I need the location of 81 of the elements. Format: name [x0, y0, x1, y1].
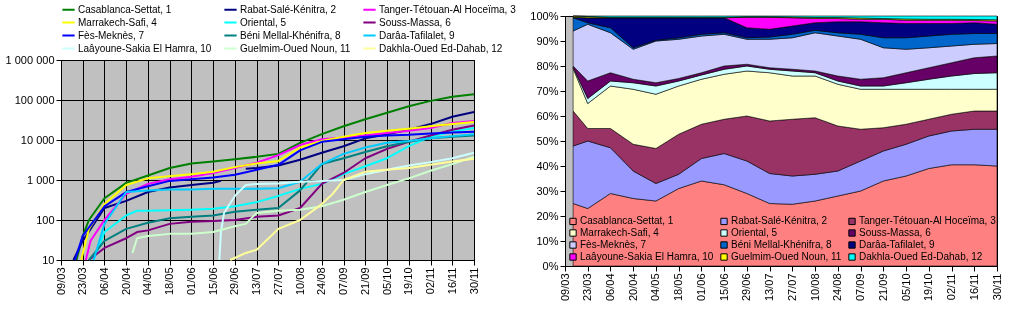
- legend-label: Laâyoune-Sakia El Hamra, 10: [78, 42, 212, 54]
- y-tick-label: 100%: [530, 9, 559, 22]
- y-tick-label: 10: [42, 253, 55, 266]
- y-tick-label: 40%: [536, 159, 559, 172]
- x-tick-label: 19/10: [402, 267, 415, 296]
- x-tick-label: 10/08: [293, 267, 306, 296]
- x-tick-label: 27/07: [785, 273, 798, 302]
- legend-label: Darâa-Tafilalet, 9: [859, 239, 936, 250]
- y-tick-label: 100 000: [14, 93, 55, 106]
- y-tick-label: 50%: [536, 134, 559, 147]
- x-tick-label: 01/06: [184, 267, 197, 296]
- x-tick-label: 10/08: [808, 273, 821, 302]
- legend-label: Casablanca-Settat, 1: [78, 3, 172, 15]
- x-tick-label: 20/04: [119, 267, 132, 296]
- x-tick-label: 02/11: [424, 267, 437, 295]
- legend-label: Souss-Massa, 6: [379, 16, 452, 28]
- legend-label: Casablanca-Settat, 1: [580, 215, 674, 227]
- legend-label: Fès-Meknès, 7: [78, 29, 145, 41]
- legend-label: Guelmim-Oued Noun, 11: [731, 251, 842, 262]
- y-tick-label: 1 000 000: [5, 53, 55, 66]
- x-tick-label: 06/04: [603, 273, 616, 302]
- x-tick-label: 02/11: [945, 273, 958, 301]
- x-tick-label: 06/04: [97, 267, 110, 296]
- x-tick-label: 05/10: [899, 273, 912, 302]
- legend-label: Darâa-Tafilalet, 9: [379, 29, 456, 41]
- y-tick-label: 80%: [536, 59, 559, 72]
- x-tick-label: 04/05: [649, 273, 662, 302]
- legend-label: Marrakech-Safi, 4: [580, 227, 660, 238]
- y-tick-label: 30%: [536, 184, 559, 197]
- y-tick-label: 100: [36, 213, 55, 226]
- legend-label: Tanger-Tétouan-Al Hoceïma, 3: [859, 215, 997, 227]
- x-tick-label: 05/10: [380, 267, 393, 296]
- legend-label: Laâyoune-Sakia El Hamra, 10: [580, 251, 714, 262]
- x-tick-label: 09/03: [558, 273, 571, 302]
- x-tick-label: 29/06: [740, 273, 753, 302]
- y-tick-label: 70%: [536, 84, 559, 97]
- legend-label: Dakhla-Oued Ed-Dahab, 12: [379, 42, 503, 54]
- x-tick-label: 07/09: [854, 273, 867, 302]
- legend-label: Marrakech-Safi, 4: [78, 16, 158, 28]
- x-tick-label: 18/05: [672, 273, 685, 302]
- x-tick-label: 18/05: [163, 267, 176, 296]
- legend-label: Béni Mellal-Khénifra, 8: [240, 29, 342, 41]
- legend-label: Guelmim-Oued Noun, 11: [240, 42, 351, 54]
- y-tick-label: 0%: [542, 259, 559, 272]
- y-tick-label: 10%: [536, 234, 559, 247]
- legend-label: Rabat-Salé-Kénitra, 2: [240, 3, 337, 15]
- x-tick-label: 09/03: [54, 267, 67, 296]
- x-tick-label: 19/10: [922, 273, 935, 302]
- x-tick-label: 29/06: [228, 267, 241, 296]
- y-tick-label: 60%: [536, 109, 559, 122]
- x-tick-label: 24/08: [831, 273, 844, 302]
- legend-label: Oriental, 5: [731, 227, 778, 238]
- legend-label: Rabat-Salé-Kénitra, 2: [731, 215, 828, 227]
- y-tick-label: 20%: [536, 209, 559, 222]
- x-tick-label: 07/09: [337, 267, 350, 296]
- y-tick-label: 1 000: [26, 173, 55, 186]
- legend-label: Fès-Meknès, 7: [580, 239, 647, 250]
- x-tick-label: 04/05: [141, 267, 154, 296]
- y-tick-label: 10 000: [20, 133, 55, 146]
- x-tick-label: 15/06: [717, 273, 730, 302]
- x-tick-label: 23/03: [581, 273, 594, 302]
- x-tick-label: 21/09: [358, 267, 371, 296]
- x-tick-label: 30/11: [990, 273, 1003, 301]
- legend-label: Béni Mellal-Khénifra, 8: [731, 239, 833, 250]
- x-tick-label: 27/07: [271, 267, 284, 296]
- x-tick-label: 16/11: [445, 267, 458, 295]
- x-tick-label: 01/06: [694, 273, 707, 302]
- x-tick-label: 20/04: [626, 273, 639, 302]
- x-tick-label: 13/07: [250, 267, 263, 296]
- x-tick-label: 21/09: [876, 273, 889, 302]
- x-tick-label: 30/11: [467, 267, 480, 295]
- legend-label: Dakhla-Oued Ed-Dahab, 12: [859, 251, 983, 262]
- legend-label: Souss-Massa, 6: [859, 227, 932, 238]
- x-tick-label: 23/03: [76, 267, 89, 296]
- legend-label: Oriental, 5: [240, 16, 287, 28]
- y-tick-label: 90%: [536, 34, 559, 47]
- x-tick-label: 16/11: [967, 273, 980, 301]
- legend-label: Tanger-Tétouan-Al Hoceïma, 3: [379, 3, 517, 15]
- x-tick-label: 24/08: [315, 267, 328, 296]
- x-tick-label: 15/06: [206, 267, 219, 296]
- x-tick-label: 13/07: [763, 273, 776, 302]
